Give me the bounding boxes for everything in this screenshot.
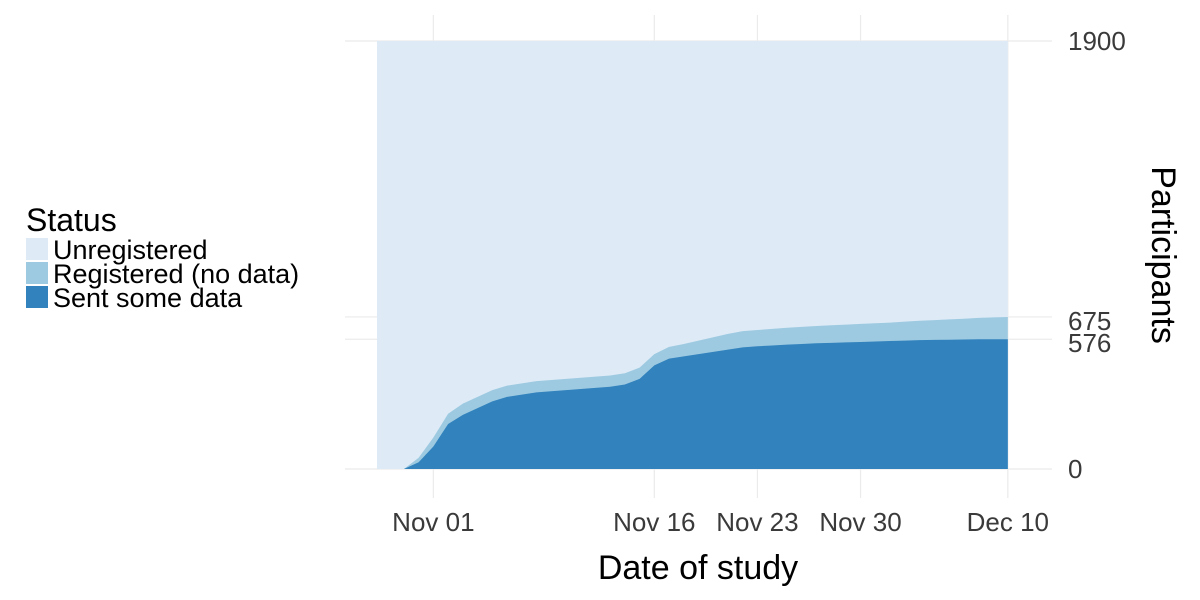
y-tick-label-1: 576 bbox=[1068, 328, 1111, 358]
legend-label-sent-data: Sent some data bbox=[53, 283, 243, 313]
legend-label-registered: Registered (no data) bbox=[53, 259, 299, 289]
area-sent-some-data bbox=[403, 339, 1008, 469]
x-tick-label-0: Nov 01 bbox=[392, 507, 474, 537]
x-tick-label-3: Nov 30 bbox=[819, 507, 901, 537]
legend-swatch-unregistered bbox=[26, 238, 48, 260]
y-tick-label-0: 0 bbox=[1068, 454, 1082, 484]
legend-title: Status bbox=[26, 202, 117, 238]
y-tick-label-2: 675 bbox=[1068, 306, 1111, 336]
legend: Status Unregistered Registered (no data)… bbox=[26, 202, 299, 313]
legend-swatch-registered bbox=[26, 262, 48, 284]
x-tick-label-4: Dec 10 bbox=[967, 507, 1049, 537]
y-axis-title: Participants bbox=[1144, 166, 1182, 344]
legend-label-unregistered: Unregistered bbox=[53, 235, 208, 265]
y-tick-label-3: 1900 bbox=[1068, 26, 1126, 56]
legend-swatch-sent-data bbox=[26, 286, 48, 308]
x-axis-ticks: Nov 01 Nov 16 Nov 23 Nov 30 Dec 10 bbox=[392, 507, 1049, 537]
x-axis-title: Date of study bbox=[598, 549, 798, 587]
x-tick-label-1: Nov 16 bbox=[613, 507, 695, 537]
x-tick-label-2: Nov 23 bbox=[716, 507, 798, 537]
area-series bbox=[377, 41, 1008, 469]
